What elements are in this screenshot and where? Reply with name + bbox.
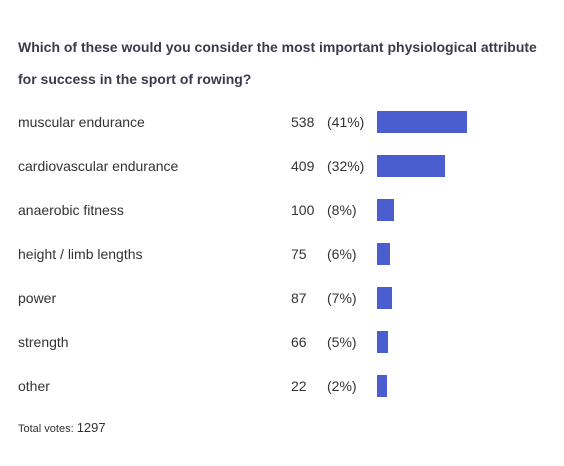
vote-count: 66 [291, 334, 307, 350]
option-label: strength [18, 334, 69, 350]
vote-percent: (2%) [327, 378, 357, 394]
result-row: power 87 (7%) [0, 287, 564, 331]
option-label: anaerobic fitness [18, 202, 124, 218]
option-label: power [18, 290, 57, 306]
vote-percent: (41%) [327, 114, 365, 130]
vote-percent: (6%) [327, 246, 357, 262]
result-row: muscular endurance 538 (41%) [0, 111, 564, 155]
vote-count: 87 [291, 290, 307, 306]
result-bar [377, 155, 445, 177]
poll-question: Which of these would you consider the mo… [18, 39, 537, 87]
vote-count: 409 [291, 158, 315, 174]
result-bar [377, 375, 387, 397]
option-label: muscular endurance [18, 114, 145, 130]
vote-percent: (8%) [327, 202, 357, 218]
vote-count: 75 [291, 246, 307, 262]
result-row: strength 66 (5%) [0, 331, 564, 375]
total-votes: Total votes: 1297 [18, 420, 106, 437]
total-votes-value: 1297 [76, 420, 106, 435]
result-bar [377, 243, 390, 265]
vote-count: 100 [291, 202, 315, 218]
result-bar [377, 331, 388, 353]
vote-count: 22 [291, 378, 307, 394]
result-bar [377, 199, 394, 221]
result-bar [377, 287, 392, 309]
result-bar [377, 111, 467, 133]
result-row: anaerobic fitness 100 (8%) [0, 199, 564, 243]
option-label: height / limb lengths [18, 246, 143, 262]
result-row: other 22 (2%) [0, 375, 564, 419]
vote-percent: (32%) [327, 158, 365, 174]
vote-percent: (5%) [327, 334, 357, 350]
result-row: height / limb lengths 75 (6%) [0, 243, 564, 287]
vote-count: 538 [291, 114, 315, 130]
result-row: cardiovascular endurance 409 (32%) [0, 155, 564, 199]
option-label: other [18, 378, 50, 394]
option-label: cardiovascular endurance [18, 158, 179, 174]
total-votes-label: Total votes: [18, 423, 74, 435]
vote-percent: (7%) [327, 290, 357, 306]
